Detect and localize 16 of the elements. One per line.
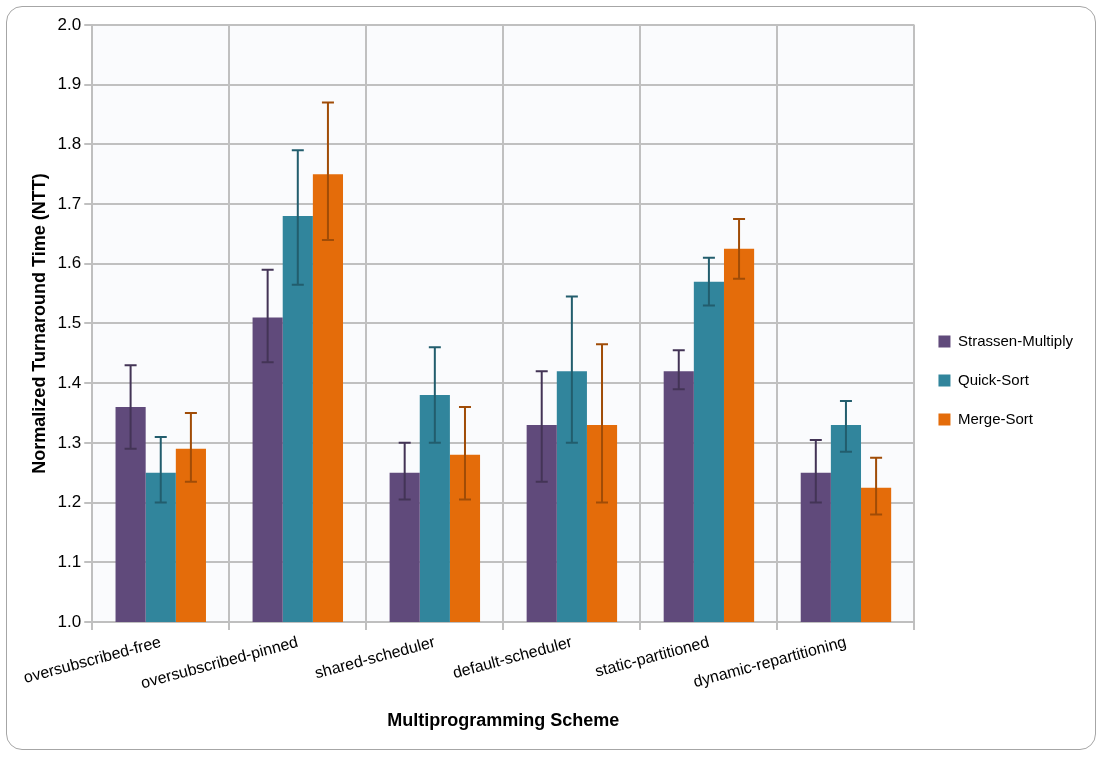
legend-label: Merge-Sort xyxy=(957,409,1034,427)
y-tick-label: 1.0 xyxy=(57,611,82,631)
y-tick-label: 1.3 xyxy=(57,432,82,452)
y-tick-label: 1.2 xyxy=(57,492,82,512)
y-tick-label: 1.6 xyxy=(57,253,82,273)
y-tick-label: 1.7 xyxy=(57,193,82,213)
y-tick-label: 1.4 xyxy=(57,372,82,392)
x-axis-title: Multiprogramming Scheme xyxy=(387,710,620,731)
legend-label: Quick-Sort xyxy=(957,370,1030,388)
y-tick-label: 1.5 xyxy=(57,313,82,333)
y-tick-label: 1.8 xyxy=(57,134,82,154)
y-tick-label: 1.9 xyxy=(57,74,82,94)
y-tick-label: 1.1 xyxy=(57,551,82,571)
y-tick-label: 2.0 xyxy=(57,14,82,34)
y-axis-title: Normalized Turnaround Time (NTT) xyxy=(28,173,49,474)
legend-label: Strassen-Multiply xyxy=(957,331,1074,349)
